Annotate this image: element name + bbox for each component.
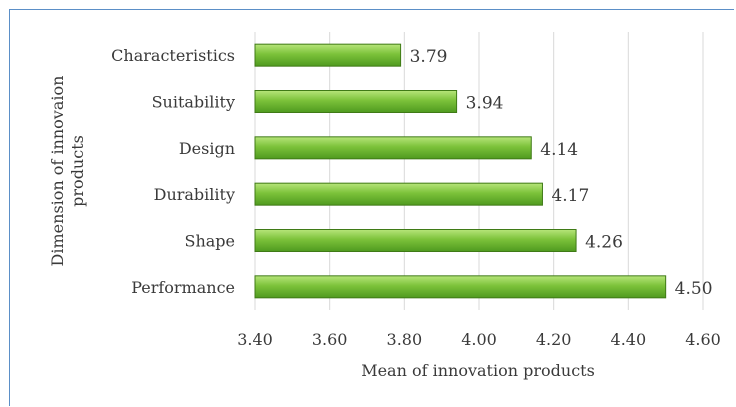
category-label: Performance bbox=[131, 278, 235, 297]
labels: 3.40 3.60 3.80 4.00 4.20 4.40 4.60 Characterist… bbox=[111, 46, 721, 349]
y-axis-title-line-1: Dimension of innovaion bbox=[48, 76, 67, 267]
bar bbox=[254, 43, 402, 67]
x-axis-title: Mean of innovation products bbox=[361, 361, 595, 380]
x-tick-label: 4.60 bbox=[685, 330, 721, 349]
chart-frame bbox=[9, 9, 734, 406]
category-label: Characteristics bbox=[111, 46, 235, 65]
data-label: 4.17 bbox=[551, 186, 589, 206]
data-label: 3.94 bbox=[466, 94, 504, 114]
data-label: 4.26 bbox=[585, 233, 623, 253]
x-tick-label: 4.40 bbox=[611, 330, 647, 349]
x-tick-label: 3.40 bbox=[237, 330, 273, 349]
bars bbox=[254, 43, 667, 299]
data-label: 3.79 bbox=[410, 47, 448, 67]
x-tick-label: 4.20 bbox=[536, 330, 572, 349]
bar bbox=[254, 275, 667, 299]
data-label: 4.14 bbox=[540, 140, 578, 160]
x-tick-label: 3.60 bbox=[312, 330, 348, 349]
y-axis-title-line-2: products bbox=[68, 135, 87, 207]
gridlines bbox=[254, 32, 704, 310]
x-tick-label: 4.00 bbox=[461, 330, 497, 349]
category-label: Shape bbox=[184, 232, 235, 251]
data-label: 4.50 bbox=[675, 279, 713, 299]
bar bbox=[254, 229, 577, 252]
category-label: Suitability bbox=[152, 93, 235, 112]
bar bbox=[254, 90, 458, 113]
category-label: Design bbox=[179, 139, 235, 158]
x-tick-label: 3.80 bbox=[387, 330, 423, 349]
bar bbox=[254, 182, 543, 206]
bar bbox=[254, 136, 532, 160]
y-axis-title: Dimension of innovaion products bbox=[48, 76, 87, 267]
category-label: Durability bbox=[154, 185, 235, 204]
